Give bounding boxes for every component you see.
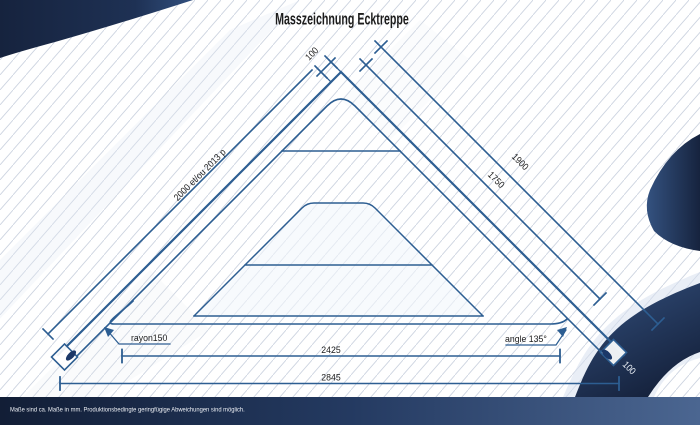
svg-text:Masszeichnung Ecktreppe: Masszeichnung Ecktreppe <box>275 10 409 29</box>
svg-text:2845: 2845 <box>321 372 340 382</box>
svg-text:rayon150: rayon150 <box>131 333 167 343</box>
svg-text:Maße sind ca. Maße in mm. Prod: Maße sind ca. Maße in mm. Produktionsbed… <box>10 406 245 414</box>
svg-text:angle 135°: angle 135° <box>505 334 547 344</box>
svg-text:2425: 2425 <box>321 345 340 355</box>
